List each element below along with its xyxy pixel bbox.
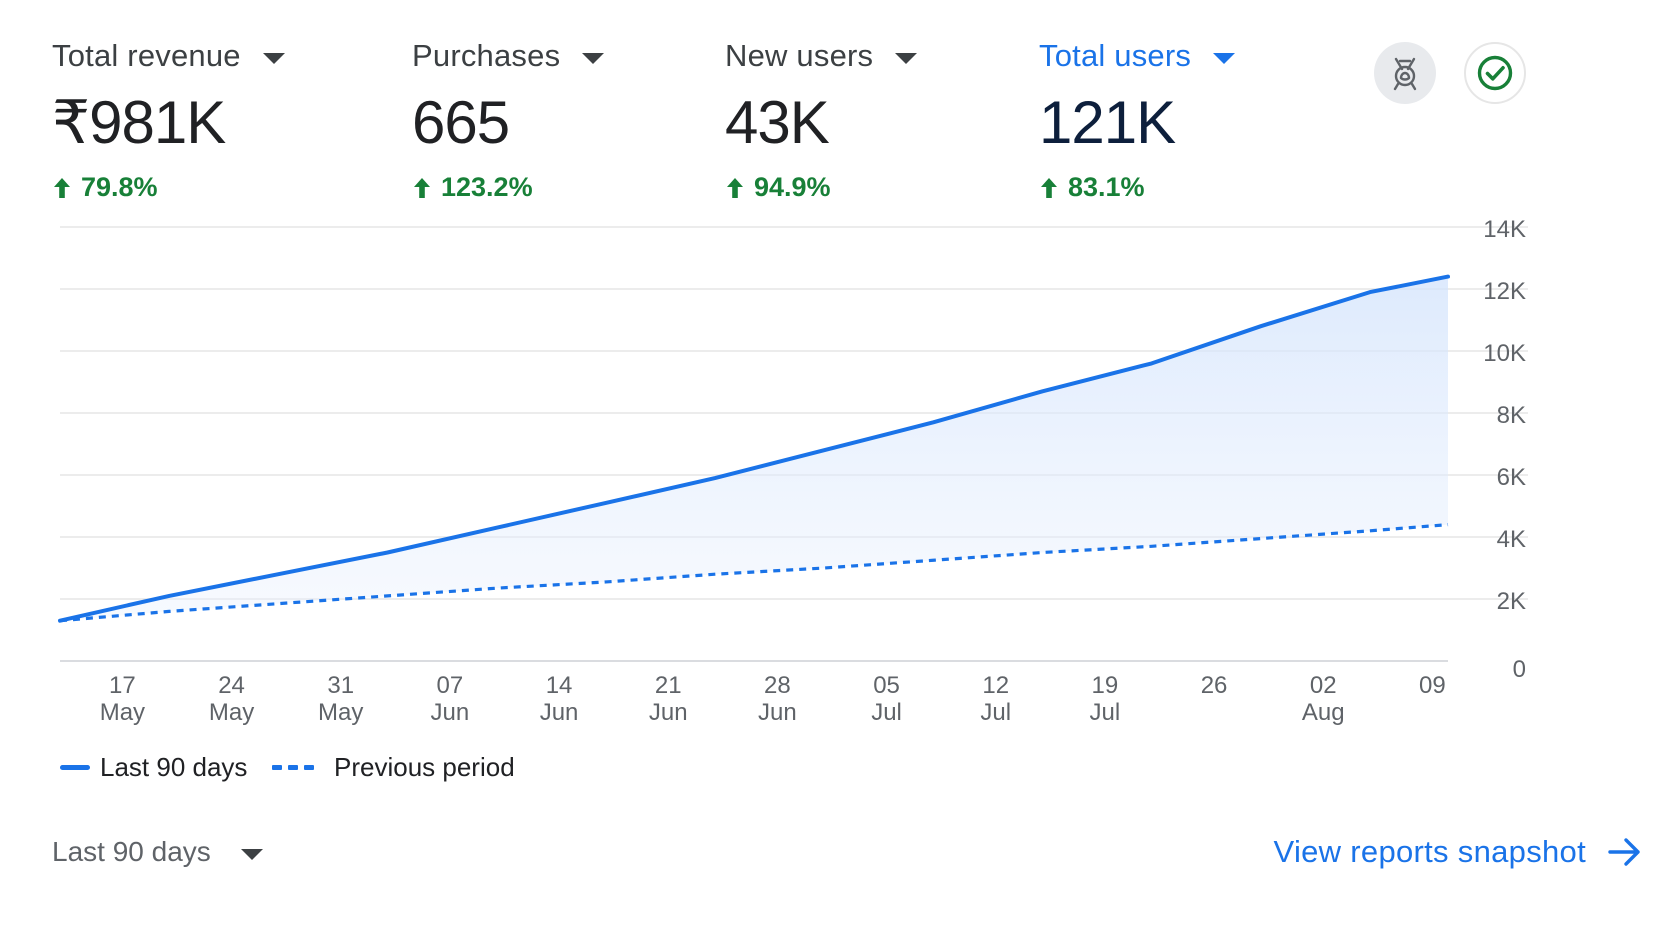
solid-line-swatch: [60, 765, 90, 770]
x-tick-month: Jun: [649, 699, 688, 726]
y-tick-label: 6K: [1497, 464, 1526, 491]
arrow-up-icon: [1041, 177, 1057, 198]
x-tick-month: Jul: [1090, 699, 1121, 726]
x-tick-month: Jul: [871, 699, 902, 726]
status-button[interactable]: [1464, 42, 1526, 104]
x-tick-day: 12: [982, 672, 1009, 699]
y-tick-label: 0: [1513, 656, 1526, 683]
metric-label: Total users: [1039, 38, 1192, 73]
dashed-line-swatch: [272, 765, 320, 770]
insights-badge-icon: [1393, 57, 1417, 91]
y-tick-label: 2K: [1497, 588, 1526, 615]
y-tick-label: 4K: [1497, 526, 1526, 553]
y-tick-label: 12K: [1483, 278, 1526, 305]
metric-label: Purchases: [412, 38, 561, 73]
metric-value: 665: [412, 89, 510, 156]
dropdown-caret-icon: [582, 52, 605, 64]
metric-value: 43K: [725, 89, 830, 156]
arrow-right-icon: [1608, 838, 1640, 866]
x-tick-day: 02: [1310, 672, 1337, 699]
legend-previous: Previous period: [272, 752, 515, 783]
arrow-up-icon: [727, 177, 743, 198]
x-tick-month: Aug: [1302, 699, 1345, 726]
metric-value: 121K: [1039, 89, 1176, 156]
view-reports-snapshot-label: View reports snapshot: [1273, 834, 1586, 869]
metric-change-value: 94.9%: [754, 172, 831, 202]
metric-change-value: 83.1%: [1068, 172, 1145, 202]
x-tick-day: 28: [764, 672, 791, 699]
metric-change: 94.9%: [725, 172, 917, 203]
x-tick-day: 14: [546, 672, 573, 699]
legend-current: Last 90 days: [60, 752, 247, 783]
metric-selector[interactable]: New users: [725, 38, 918, 74]
x-tick-day: 26: [1201, 672, 1228, 699]
metric-new-users[interactable]: New users 43K 94.9%: [725, 38, 918, 203]
metric-selector[interactable]: Total revenue: [52, 38, 285, 74]
insights-button[interactable]: [1374, 42, 1436, 104]
arrow-up-icon: [54, 177, 70, 198]
x-tick-day: 21: [655, 672, 682, 699]
view-reports-snapshot-link[interactable]: View reports snapshot: [1274, 834, 1642, 870]
x-tick-month: Jun: [540, 699, 579, 726]
metric-change-value: 79.8%: [81, 172, 158, 202]
metric-change: 123.2%: [412, 172, 604, 203]
x-tick-month: May: [100, 699, 145, 726]
x-tick-day: 07: [437, 672, 464, 699]
dropdown-caret-icon: [1213, 52, 1236, 64]
x-tick-month: May: [209, 699, 254, 726]
y-tick-label: 8K: [1497, 402, 1526, 429]
metric-label: Total revenue: [52, 38, 241, 73]
date-range-select[interactable]: Last 90 days: [52, 836, 263, 868]
arrow-up-icon: [414, 177, 430, 198]
series-area-fill: [60, 276, 1448, 621]
x-tick-month: May: [318, 699, 363, 726]
metric-change: 83.1%: [1039, 172, 1235, 203]
legend-previous-label: Previous period: [334, 752, 515, 782]
series-line-last-90-days: [58, 274, 1450, 623]
x-tick-month: Jun: [431, 699, 470, 726]
metric-value: ₹981K: [52, 89, 226, 156]
x-tick-day: 17: [109, 672, 136, 699]
x-tick-month: Jun: [758, 699, 797, 726]
y-tick-label: 14K: [1483, 216, 1526, 243]
metric-change: 79.8%: [52, 172, 285, 203]
metric-selector[interactable]: Total users: [1039, 38, 1236, 74]
metric-selector[interactable]: Purchases: [412, 38, 605, 74]
dropdown-caret-icon: [895, 52, 918, 64]
dropdown-caret-icon: [262, 52, 285, 64]
x-tick-day: 19: [1092, 672, 1119, 699]
x-tick-month: Jul: [980, 699, 1011, 726]
series-line-previous-period: [59, 523, 1449, 623]
x-tick-day: 05: [873, 672, 900, 699]
metric-total-users[interactable]: Total users 121K 83.1%: [1039, 38, 1236, 203]
check-circle-icon: [1477, 55, 1513, 91]
metric-change-value: 123.2%: [441, 172, 533, 202]
dropdown-caret-icon: [240, 848, 263, 860]
legend-current-label: Last 90 days: [100, 752, 248, 782]
metric-label: New users: [725, 38, 874, 73]
x-tick-day: 09: [1419, 672, 1446, 699]
metric-total-revenue[interactable]: Total revenue ₹981K 79.8%: [52, 38, 285, 203]
x-tick-day: 31: [327, 672, 354, 699]
y-tick-label: 10K: [1483, 340, 1526, 367]
date-range-label: Last 90 days: [52, 836, 211, 867]
metric-purchases[interactable]: Purchases 665 123.2%: [412, 38, 605, 203]
x-tick-day: 24: [218, 672, 245, 699]
